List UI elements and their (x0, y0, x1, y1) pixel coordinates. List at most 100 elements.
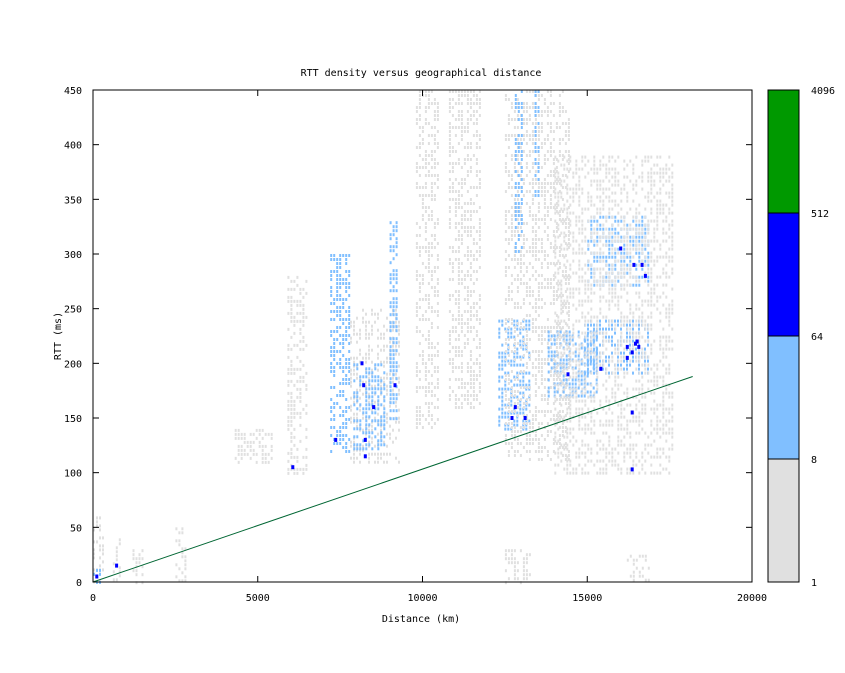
density-cell (460, 402, 463, 405)
density-cell (252, 440, 255, 444)
density-cell (516, 274, 519, 277)
density-cell (475, 118, 478, 121)
density-cell (641, 455, 644, 459)
density-cell (507, 427, 510, 431)
density-cell (656, 419, 659, 423)
density-cell (348, 274, 351, 277)
density-cell (395, 369, 398, 373)
density-cell (540, 366, 543, 369)
density-cell (374, 400, 376, 404)
density-cell (543, 358, 546, 361)
density-cell (517, 162, 520, 165)
density-cell (665, 455, 668, 459)
density-cell (342, 346, 345, 349)
density-cell (504, 258, 507, 261)
density-cell (463, 342, 466, 345)
density-cell (617, 423, 620, 427)
density-cell (418, 306, 421, 309)
density-cell (546, 182, 549, 185)
density-cell (380, 403, 383, 407)
density-cell (466, 146, 469, 149)
density-cell (498, 331, 501, 335)
density-cell (350, 372, 352, 376)
density-cell (460, 378, 463, 381)
density-cell (617, 179, 620, 183)
density-cell (240, 452, 243, 456)
density-cell (371, 360, 373, 364)
density-cell (264, 456, 267, 460)
density-cell (531, 254, 534, 257)
density-cell (656, 215, 659, 219)
density-cell (424, 222, 427, 225)
density-cell (602, 335, 605, 339)
density-cell (365, 367, 368, 371)
density-cell (650, 443, 653, 447)
density-cell (575, 407, 578, 411)
density-cell (421, 246, 424, 249)
density-cell (359, 348, 361, 352)
density-cell (415, 302, 418, 305)
density-cell (516, 442, 519, 445)
density-cell (504, 557, 507, 561)
density-cell (451, 314, 454, 317)
density-cell (513, 118, 516, 121)
density-cell (584, 239, 587, 243)
density-cell (662, 203, 665, 207)
density-cell (454, 394, 457, 397)
density-cell (290, 307, 293, 311)
density-cell (546, 326, 549, 329)
density-cell (650, 295, 653, 299)
density-cell (475, 170, 478, 173)
density-cell (580, 362, 583, 366)
density-cell (296, 303, 299, 307)
density-cell (566, 275, 569, 279)
density-cell (469, 274, 472, 277)
density-cell (386, 392, 388, 396)
density-cell (650, 299, 653, 303)
density-cell (605, 279, 608, 283)
density-cell (368, 332, 370, 336)
density-cell (557, 415, 560, 419)
density-cell (507, 174, 510, 177)
density-cell (546, 110, 549, 113)
density-cell (270, 444, 273, 448)
density-cell (534, 190, 537, 193)
density-cell (566, 435, 569, 439)
density-cell (516, 334, 519, 337)
density-cell (632, 347, 635, 351)
density-cell (563, 263, 566, 267)
density-cell (528, 458, 531, 461)
density-cell (587, 359, 589, 363)
density-cell (543, 194, 546, 197)
density-cell (581, 399, 584, 403)
density-cell (454, 298, 457, 301)
density-cell (427, 154, 430, 157)
density-cell (448, 226, 451, 229)
density-cell (368, 423, 371, 427)
density-cell (519, 234, 522, 237)
density-cell (520, 222, 523, 225)
density-cell (608, 327, 610, 331)
density-cell (466, 130, 469, 133)
density-cell (330, 334, 333, 337)
density-cell (516, 378, 519, 381)
density-cell (569, 387, 572, 391)
density-cell (617, 375, 620, 379)
density-cell (571, 382, 574, 386)
density-cell (590, 431, 593, 435)
density-cell (560, 383, 563, 387)
density-cell (602, 407, 605, 411)
density-cell (614, 259, 617, 263)
density-cell (662, 231, 665, 235)
density-cell (525, 398, 528, 401)
density-cell (516, 414, 519, 417)
density-cell (620, 255, 623, 259)
density-cell (513, 430, 516, 433)
density-cell (389, 261, 392, 265)
density-cell (330, 410, 333, 413)
density-cell (554, 383, 557, 387)
density-cell (427, 334, 430, 337)
density-cell (460, 138, 463, 141)
density-cell (302, 307, 305, 311)
density-cell (350, 440, 352, 444)
